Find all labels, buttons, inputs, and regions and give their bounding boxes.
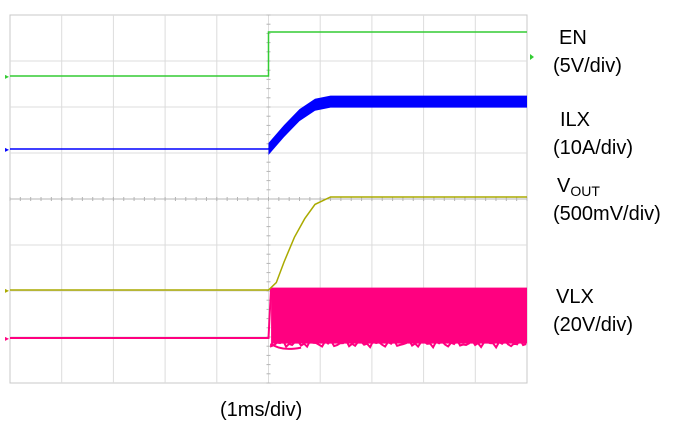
legend-vout-name: VOUT [557,175,600,199]
legend-vlx-name: VLX [556,286,594,308]
trace-en-level-arrow [530,54,534,60]
trace-ilx-channel-marker: ▸ [5,145,9,154]
trace-vlx-band [271,287,527,344]
legend-vout-main: V [557,175,571,197]
traces: ▸ ▸ ▸ ▸ [5,31,534,350]
trace-vout-channel-marker: ▸ [5,286,9,295]
legend-ilx-name: ILX [560,109,590,131]
trace-vout [10,196,527,291]
trace-en-channel-marker: ▸ [5,72,9,81]
trace-vlx-overshoot [270,342,302,350]
trace-vlx-edge [270,337,527,350]
trace-vlx [10,287,273,339]
legend-en-name: EN [559,27,587,49]
legend-vout-subscript: OUT [570,183,600,199]
trace-ilx-ripple [268,95,527,155]
legend-vout-scale: (500mV/div) [553,203,661,225]
legend-ilx-scale: (10A/div) [553,137,633,159]
trace-en [10,31,527,77]
x-axis-label: (1ms/div) [220,399,302,421]
legend-vlx-scale: (20V/div) [553,314,633,336]
legend-en-scale: (5V/div) [553,55,622,77]
trace-vlx-channel-marker: ▸ [5,334,9,343]
